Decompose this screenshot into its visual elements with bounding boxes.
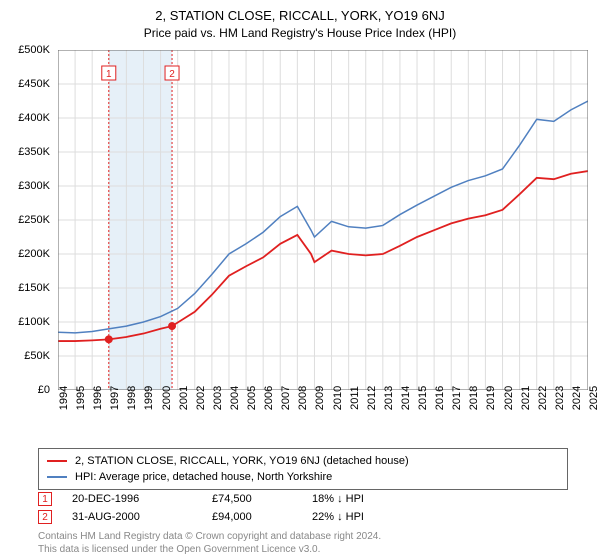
x-tick-label: 1999 (143, 386, 155, 410)
x-tick-label: 2018 (468, 386, 480, 410)
footer-line-2: This data is licensed under the Open Gov… (38, 543, 381, 556)
x-tick-label: 2020 (503, 386, 515, 410)
x-tick-label: 2023 (554, 386, 566, 410)
x-tick-label: 2001 (178, 386, 190, 410)
legend-label: 2, STATION CLOSE, RICCALL, YORK, YO19 6N… (75, 455, 409, 467)
marker-pct: 18% ↓ HPI (312, 493, 412, 505)
chart-title: 2, STATION CLOSE, RICCALL, YORK, YO19 6N… (0, 0, 600, 23)
legend-item: HPI: Average price, detached house, Nort… (47, 469, 559, 485)
svg-text:1: 1 (106, 69, 112, 80)
marker-price: £74,500 (212, 493, 292, 505)
marker-date: 20-DEC-1996 (72, 493, 192, 505)
x-tick-label: 2019 (485, 386, 497, 410)
y-tick-label: £150K (18, 282, 50, 294)
marker-rows: 1 20-DEC-1996 £74,500 18% ↓ HPI 2 31-AUG-2000… (38, 490, 568, 526)
x-tick-label: 1994 (58, 386, 70, 410)
marker-row: 2 31-AUG-2000 £94,000 22% ↓ HPI (38, 508, 568, 526)
y-tick-label: £50K (24, 350, 50, 362)
marker-row: 1 20-DEC-1996 £74,500 18% ↓ HPI (38, 490, 568, 508)
footer-line-1: Contains HM Land Registry data © Crown c… (38, 530, 381, 543)
x-tick-label: 1997 (109, 386, 121, 410)
x-tick-label: 2000 (161, 386, 173, 410)
marker-badge: 1 (38, 492, 52, 506)
plot-area: 12 (58, 50, 588, 390)
marker-pct: 22% ↓ HPI (312, 511, 412, 523)
x-tick-label: 2009 (314, 386, 326, 410)
chart-subtitle: Price paid vs. HM Land Registry's House … (0, 23, 600, 40)
y-tick-label: £450K (18, 78, 50, 90)
x-tick-label: 2015 (417, 386, 429, 410)
x-tick-label: 2014 (400, 386, 412, 410)
x-axis-labels: 1994199519961997199819992000200120022003… (58, 394, 588, 444)
x-tick-label: 2025 (588, 386, 600, 410)
x-tick-label: 2022 (537, 386, 549, 410)
x-tick-label: 2003 (212, 386, 224, 410)
x-tick-label: 2021 (520, 386, 532, 410)
x-tick-label: 2006 (263, 386, 275, 410)
x-tick-label: 1995 (75, 386, 87, 410)
marker-price: £94,000 (212, 511, 292, 523)
x-tick-label: 1996 (92, 386, 104, 410)
y-tick-label: £300K (18, 180, 50, 192)
y-tick-label: £400K (18, 112, 50, 124)
x-tick-label: 2004 (229, 386, 241, 410)
chart-container: 2, STATION CLOSE, RICCALL, YORK, YO19 6N… (0, 0, 600, 560)
marker-date: 31-AUG-2000 (72, 511, 192, 523)
x-tick-label: 2016 (434, 386, 446, 410)
x-tick-label: 2017 (451, 386, 463, 410)
x-tick-label: 2010 (332, 386, 344, 410)
x-tick-label: 2008 (297, 386, 309, 410)
x-tick-label: 2002 (195, 386, 207, 410)
legend-item: 2, STATION CLOSE, RICCALL, YORK, YO19 6N… (47, 453, 559, 469)
x-tick-label: 2024 (571, 386, 583, 410)
x-tick-label: 2007 (280, 386, 292, 410)
y-tick-label: £500K (18, 44, 50, 56)
legend: 2, STATION CLOSE, RICCALL, YORK, YO19 6N… (38, 448, 568, 490)
x-tick-label: 2005 (246, 386, 258, 410)
y-axis-labels: £0£50K£100K£150K£200K£250K£300K£350K£400… (0, 50, 54, 390)
marker-badge: 2 (38, 510, 52, 524)
y-tick-label: £100K (18, 316, 50, 328)
legend-swatch (47, 476, 67, 478)
x-tick-label: 2012 (366, 386, 378, 410)
legend-swatch (47, 460, 67, 462)
y-tick-label: £350K (18, 146, 50, 158)
chart-svg: 12 (58, 50, 588, 390)
legend-label: HPI: Average price, detached house, Nort… (75, 471, 332, 483)
footer: Contains HM Land Registry data © Crown c… (38, 530, 381, 556)
x-tick-label: 2011 (349, 386, 361, 410)
x-tick-label: 2013 (383, 386, 395, 410)
y-tick-label: £250K (18, 214, 50, 226)
y-tick-label: £0 (38, 384, 50, 396)
svg-text:2: 2 (169, 69, 175, 80)
y-tick-label: £200K (18, 248, 50, 260)
x-tick-label: 1998 (126, 386, 138, 410)
